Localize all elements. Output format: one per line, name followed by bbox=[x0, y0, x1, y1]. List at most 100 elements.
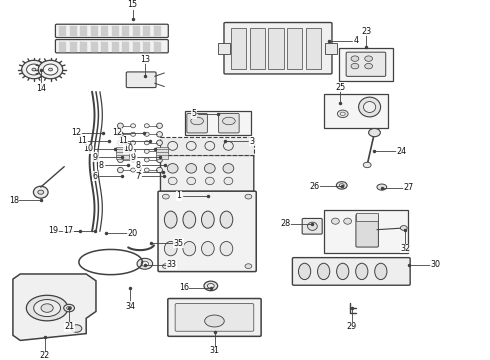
FancyBboxPatch shape bbox=[117, 147, 129, 150]
FancyBboxPatch shape bbox=[158, 191, 256, 271]
Ellipse shape bbox=[201, 242, 214, 256]
Ellipse shape bbox=[162, 194, 169, 199]
Text: 7: 7 bbox=[135, 172, 140, 181]
Text: 34: 34 bbox=[125, 302, 135, 311]
Ellipse shape bbox=[131, 132, 136, 136]
FancyBboxPatch shape bbox=[156, 147, 168, 150]
Ellipse shape bbox=[298, 263, 311, 280]
Ellipse shape bbox=[145, 132, 149, 136]
Text: 12: 12 bbox=[72, 128, 81, 137]
Text: 9: 9 bbox=[130, 153, 136, 162]
FancyBboxPatch shape bbox=[219, 113, 239, 133]
Text: 15: 15 bbox=[127, 0, 138, 9]
Ellipse shape bbox=[187, 177, 196, 185]
FancyBboxPatch shape bbox=[117, 155, 129, 159]
Ellipse shape bbox=[49, 68, 52, 71]
Text: 32: 32 bbox=[400, 244, 410, 253]
Ellipse shape bbox=[168, 177, 177, 185]
Text: 2: 2 bbox=[136, 167, 142, 176]
Ellipse shape bbox=[145, 149, 149, 153]
Ellipse shape bbox=[157, 123, 162, 129]
Ellipse shape bbox=[131, 149, 136, 153]
Ellipse shape bbox=[22, 60, 46, 79]
Ellipse shape bbox=[157, 140, 162, 145]
Ellipse shape bbox=[351, 63, 359, 69]
Polygon shape bbox=[13, 274, 96, 341]
Ellipse shape bbox=[33, 186, 48, 198]
Ellipse shape bbox=[245, 264, 252, 269]
FancyBboxPatch shape bbox=[324, 210, 408, 253]
FancyBboxPatch shape bbox=[339, 48, 393, 81]
Ellipse shape bbox=[118, 167, 123, 173]
Text: 14: 14 bbox=[36, 84, 46, 93]
Ellipse shape bbox=[131, 168, 136, 172]
Text: 6: 6 bbox=[93, 172, 98, 181]
Ellipse shape bbox=[351, 56, 359, 61]
FancyBboxPatch shape bbox=[55, 40, 168, 53]
Ellipse shape bbox=[131, 141, 136, 145]
Ellipse shape bbox=[164, 242, 177, 256]
FancyBboxPatch shape bbox=[156, 149, 168, 153]
Ellipse shape bbox=[157, 157, 162, 163]
Ellipse shape bbox=[339, 184, 344, 187]
Ellipse shape bbox=[157, 131, 162, 137]
Text: 23: 23 bbox=[361, 27, 371, 36]
FancyBboxPatch shape bbox=[126, 72, 156, 87]
Ellipse shape bbox=[308, 222, 318, 230]
Text: 1: 1 bbox=[176, 191, 181, 200]
FancyBboxPatch shape bbox=[117, 149, 129, 153]
Text: 11: 11 bbox=[77, 136, 87, 145]
Ellipse shape bbox=[118, 157, 123, 163]
Text: 8: 8 bbox=[136, 161, 141, 170]
FancyBboxPatch shape bbox=[356, 214, 378, 247]
Ellipse shape bbox=[337, 263, 349, 280]
Ellipse shape bbox=[336, 182, 347, 189]
Ellipse shape bbox=[191, 117, 203, 125]
Ellipse shape bbox=[363, 162, 371, 168]
Text: 35: 35 bbox=[173, 239, 183, 248]
Ellipse shape bbox=[365, 56, 372, 61]
FancyBboxPatch shape bbox=[168, 298, 261, 336]
Text: 26: 26 bbox=[310, 182, 320, 191]
FancyBboxPatch shape bbox=[117, 152, 129, 156]
Text: 8: 8 bbox=[98, 161, 103, 170]
FancyBboxPatch shape bbox=[287, 28, 302, 69]
Ellipse shape bbox=[145, 158, 149, 162]
Ellipse shape bbox=[377, 184, 387, 190]
Text: 27: 27 bbox=[404, 183, 414, 192]
Ellipse shape bbox=[64, 304, 74, 312]
FancyBboxPatch shape bbox=[306, 28, 321, 69]
Ellipse shape bbox=[67, 306, 72, 310]
Text: 10: 10 bbox=[123, 144, 133, 153]
Ellipse shape bbox=[224, 177, 233, 185]
Ellipse shape bbox=[364, 102, 376, 112]
FancyBboxPatch shape bbox=[302, 219, 322, 234]
Ellipse shape bbox=[245, 194, 252, 199]
Ellipse shape bbox=[157, 149, 162, 154]
FancyBboxPatch shape bbox=[293, 258, 410, 285]
FancyBboxPatch shape bbox=[224, 23, 332, 74]
Ellipse shape bbox=[167, 163, 178, 173]
Ellipse shape bbox=[340, 112, 345, 116]
FancyBboxPatch shape bbox=[250, 28, 265, 69]
Text: 21: 21 bbox=[64, 322, 74, 331]
Ellipse shape bbox=[118, 123, 123, 129]
Text: 18: 18 bbox=[9, 195, 19, 204]
Ellipse shape bbox=[38, 190, 44, 194]
Text: 19: 19 bbox=[49, 226, 58, 235]
Ellipse shape bbox=[368, 129, 380, 137]
Ellipse shape bbox=[71, 325, 82, 332]
Ellipse shape bbox=[205, 177, 214, 185]
FancyBboxPatch shape bbox=[156, 155, 168, 159]
Ellipse shape bbox=[220, 242, 233, 256]
Ellipse shape bbox=[131, 158, 136, 162]
Text: 30: 30 bbox=[431, 260, 441, 269]
Text: 4: 4 bbox=[353, 36, 358, 45]
Text: 33: 33 bbox=[167, 260, 177, 269]
Text: 16: 16 bbox=[179, 283, 189, 292]
FancyBboxPatch shape bbox=[324, 94, 388, 129]
Text: 20: 20 bbox=[127, 229, 138, 238]
Text: 5: 5 bbox=[191, 109, 196, 118]
Ellipse shape bbox=[141, 261, 148, 266]
Ellipse shape bbox=[118, 149, 123, 154]
